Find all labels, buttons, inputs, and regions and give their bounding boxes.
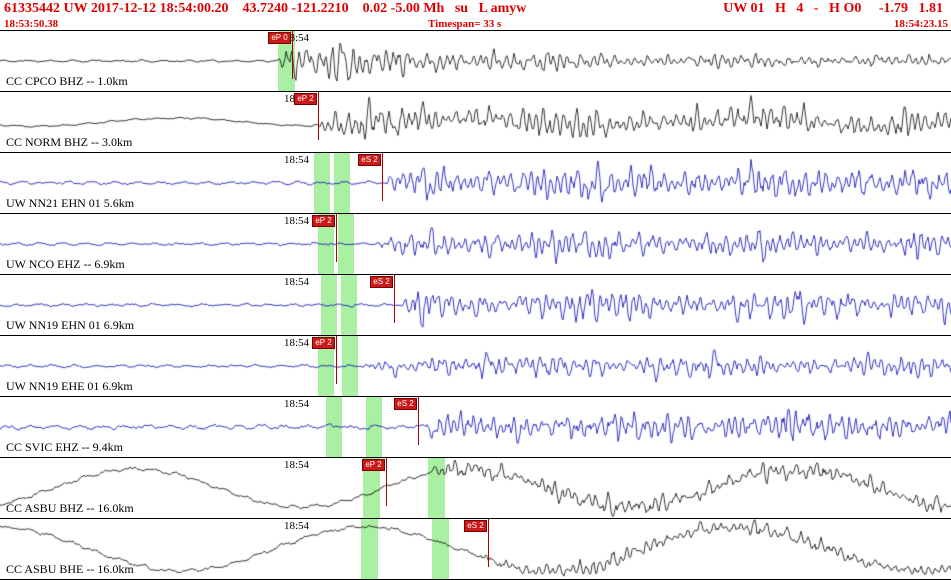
minute-label: 18:54 bbox=[284, 459, 310, 471]
minute-label: 18:54 bbox=[284, 276, 310, 288]
pick-flag[interactable]: eP 2 bbox=[312, 215, 335, 227]
pick-flag[interactable]: eS 2 bbox=[358, 154, 381, 166]
pick-flag[interactable]: eS 2 bbox=[370, 276, 393, 288]
window-end-time: 18:54:23.15 bbox=[893, 18, 948, 30]
pick-flag[interactable]: eP 0 bbox=[268, 32, 291, 44]
time-axis-bar: 18:53:50.38 Timespan= 33 s 18:54:23.15 bbox=[0, 18, 951, 31]
station-label: UW NN19 EHN 01 6.9km bbox=[6, 318, 135, 332]
trace-row: 18:54 eS 2 UW NN21 EHN 01 5.6km bbox=[0, 153, 951, 214]
minute-label: 18:54 bbox=[284, 215, 310, 227]
minute-label: 18:54 bbox=[284, 337, 310, 349]
trace-row: 18:54 eS 2 CC ASBU BHE -- 16.0km bbox=[0, 519, 951, 580]
pick-line bbox=[386, 458, 387, 506]
station-label: CC CPCO BHZ -- 1.0km bbox=[6, 74, 128, 88]
pick-flag[interactable]: eP 2 bbox=[294, 93, 317, 105]
pick-line bbox=[394, 275, 395, 323]
station-label: CC ASBU BHZ -- 16.0km bbox=[6, 501, 134, 515]
pick-flag[interactable]: eS 2 bbox=[394, 398, 417, 410]
trace-row: 18:54 eP 2 UW NCO EHZ -- 6.9km bbox=[0, 214, 951, 275]
pick-line bbox=[382, 153, 383, 201]
timespan-label: Timespan= 33 s bbox=[428, 18, 502, 30]
trace-canvas[interactable] bbox=[0, 92, 951, 152]
trace-canvas[interactable] bbox=[0, 397, 951, 457]
station-label: CC ASBU BHE -- 16.0km bbox=[6, 562, 134, 576]
pick-flag[interactable]: eP 2 bbox=[312, 337, 335, 349]
pick-line bbox=[488, 519, 489, 567]
pick-flag[interactable]: eS 2 bbox=[464, 520, 487, 532]
trace-canvas[interactable] bbox=[0, 336, 951, 396]
trace-row: 18:54 eS 2 CC SVIC EHZ -- 9.4km bbox=[0, 397, 951, 458]
trace-canvas[interactable] bbox=[0, 214, 951, 274]
event-summary-left: 61335442 UW 2017-12-12 18:54:00.20 43.72… bbox=[4, 1, 527, 16]
trace-row: 18:54 eP 2 CC ASBU BHZ -- 16.0km bbox=[0, 458, 951, 519]
minute-label: 18:54 bbox=[284, 520, 310, 532]
minute-label: 18:54 bbox=[284, 154, 310, 166]
window-start-time: 18:53:50.38 bbox=[4, 18, 59, 30]
station-label: UW NCO EHZ -- 6.9km bbox=[6, 257, 125, 271]
pick-line bbox=[292, 31, 293, 79]
station-label: UW NN21 EHN 01 5.6km bbox=[6, 196, 135, 210]
header-bar: 61335442 UW 2017-12-12 18:54:00.20 43.72… bbox=[0, 0, 951, 18]
trace-row: 18:54 eP 0 CC CPCO BHZ -- 1.0km bbox=[0, 31, 951, 92]
trace-canvas[interactable] bbox=[0, 458, 951, 518]
trace-row: 18:54 eP 2 UW NN19 EHE 01 6.9km bbox=[0, 336, 951, 397]
pick-line bbox=[418, 397, 419, 445]
trace-row: 18:54 eS 2 UW NN19 EHN 01 6.9km bbox=[0, 275, 951, 336]
pick-line bbox=[336, 214, 337, 262]
minute-label: 18:54 bbox=[284, 398, 310, 410]
station-label: UW NN19 EHE 01 6.9km bbox=[6, 379, 133, 393]
station-label: CC NORM BHZ -- 3.0km bbox=[6, 135, 133, 149]
pick-line bbox=[336, 336, 337, 384]
pick-flag[interactable]: eP 2 bbox=[362, 459, 385, 471]
trace-canvas[interactable] bbox=[0, 31, 951, 91]
trace-canvas[interactable] bbox=[0, 275, 951, 335]
station-label: CC SVIC EHZ -- 9.4km bbox=[6, 440, 123, 454]
pick-line bbox=[318, 92, 319, 140]
trace-canvas[interactable] bbox=[0, 153, 951, 213]
event-summary-right: UW 01 H 4 - H O0 -1.79 1.81 bbox=[723, 1, 943, 16]
